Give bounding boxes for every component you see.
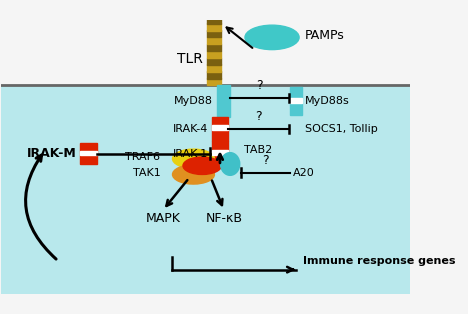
- Text: SOCS1, Tollip: SOCS1, Tollip: [305, 124, 378, 134]
- Bar: [207, 3, 221, 10]
- Text: ?: ?: [256, 79, 263, 92]
- Text: MyD88s: MyD88s: [305, 96, 350, 106]
- Bar: [207, 57, 221, 65]
- Bar: [80, 143, 97, 164]
- Bar: [1, 85, 410, 294]
- Text: A20: A20: [293, 168, 315, 178]
- Text: MyD88: MyD88: [174, 96, 213, 106]
- Bar: [207, 51, 221, 58]
- Bar: [207, 0, 221, 3]
- Text: TAK1: TAK1: [132, 168, 160, 178]
- Bar: [207, 44, 221, 51]
- Bar: [212, 141, 228, 166]
- Bar: [212, 125, 228, 130]
- Bar: [1, 20, 410, 85]
- Text: TRAF6: TRAF6: [125, 152, 160, 162]
- Bar: [207, 64, 221, 72]
- Text: NF-κB: NF-κB: [205, 212, 242, 225]
- Text: IRAK-4: IRAK-4: [173, 124, 209, 134]
- Bar: [207, 37, 221, 44]
- Text: ?: ?: [262, 154, 268, 167]
- Bar: [212, 117, 228, 141]
- Text: ?: ?: [255, 110, 262, 123]
- Bar: [207, 9, 221, 17]
- Ellipse shape: [173, 165, 214, 184]
- Text: IRAK-1: IRAK-1: [173, 149, 209, 159]
- Bar: [207, 78, 221, 85]
- Bar: [217, 85, 230, 117]
- Text: PAMPs: PAMPs: [305, 29, 345, 42]
- Text: Immune response genes: Immune response genes: [303, 256, 455, 266]
- Bar: [207, 16, 221, 24]
- Ellipse shape: [245, 25, 299, 50]
- Bar: [207, 23, 221, 30]
- Text: TLR: TLR: [176, 52, 203, 66]
- Ellipse shape: [183, 157, 221, 175]
- Text: TAB2: TAB2: [244, 145, 272, 155]
- Text: IRAK-M: IRAK-M: [27, 147, 76, 160]
- Bar: [290, 87, 302, 115]
- Bar: [80, 151, 97, 154]
- Ellipse shape: [173, 149, 214, 168]
- Bar: [207, 30, 221, 37]
- Bar: [290, 98, 302, 103]
- Ellipse shape: [220, 153, 240, 175]
- Bar: [207, 71, 221, 78]
- Text: MAPK: MAPK: [146, 212, 180, 225]
- Bar: [212, 150, 228, 155]
